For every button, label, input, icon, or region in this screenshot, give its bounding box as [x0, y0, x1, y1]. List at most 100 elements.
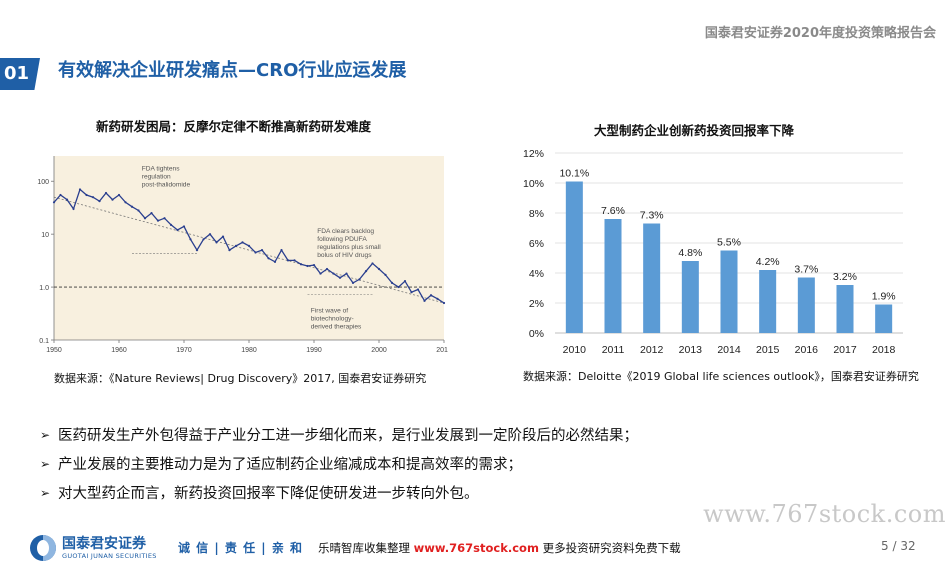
trend-line [53, 196, 445, 304]
data-point [254, 251, 257, 254]
data-point [345, 272, 348, 275]
y-tick-label: 10% [523, 178, 544, 190]
annotation-text: FDA tightens regulation post-thalidomide [142, 165, 191, 188]
data-point [104, 191, 108, 195]
current-page: 5 [881, 539, 889, 553]
y-tick-label: 2% [529, 298, 544, 310]
data-point [182, 225, 186, 228]
data-point [241, 241, 244, 244]
data-point [59, 193, 62, 197]
bullet-text: 医药研发生产外包得益于产业分工进一步细化而来，是行业发展到一定阶段后的必然结果； [58, 428, 638, 444]
bar [797, 277, 815, 333]
data-label: 5.5% [717, 237, 741, 249]
data-point [91, 196, 95, 199]
data-point [117, 193, 121, 197]
x-tick-label: 2010 [563, 344, 587, 356]
bar [836, 285, 854, 333]
data-point [98, 200, 101, 203]
data-point [267, 257, 270, 260]
promo-link[interactable]: www.767stock.com [413, 541, 539, 555]
bullet-list: ➢ 医药研发生产外包得益于产业分工进一步细化而来，是行业发展到一定阶段后的必然结… [40, 420, 638, 507]
y-tick-label: 0.1 [39, 338, 49, 345]
x-tick-label: 2016 [795, 344, 819, 356]
bar [643, 223, 661, 333]
bar [720, 250, 738, 333]
x-tick-label: 1970 [176, 347, 192, 354]
x-tick-label: 1950 [46, 347, 62, 354]
data-point [332, 272, 335, 275]
data-label: 1.9% [872, 291, 896, 303]
data-point [78, 188, 82, 191]
data-point [390, 281, 394, 284]
data-point [286, 259, 290, 262]
data-point [234, 244, 238, 248]
x-tick-label: 2010 [436, 347, 448, 354]
data-point [143, 217, 147, 220]
data-point [150, 212, 153, 215]
section-number-badge: 01 [0, 58, 40, 90]
data-point [247, 244, 251, 248]
data-point [416, 288, 420, 291]
data-point [124, 201, 127, 204]
data-point [293, 259, 296, 262]
roi-bar-chart: 0% 2% 4% 6% 8% 10% 12% 10.1% 2010 7.6% 2011 7.3% 201… [523, 148, 903, 356]
arrow-bullet-icon: ➢ [40, 456, 51, 471]
data-point [228, 248, 231, 252]
y-tick-label: 4% [529, 268, 544, 280]
data-point [111, 198, 114, 201]
logo-name-en: GUOTAI JUNAN SECURITIES [62, 552, 157, 560]
x-tick-label: 1960 [111, 347, 127, 354]
watermark: www.767stock.com [703, 500, 946, 528]
data-point [130, 205, 134, 208]
logo-name-cn: 国泰君安证券 [62, 536, 146, 552]
data-point [72, 207, 75, 211]
data-point [371, 262, 374, 265]
data-point [436, 297, 439, 300]
data-point [429, 294, 433, 297]
x-tick-label: 2013 [679, 344, 703, 356]
bar [759, 270, 777, 333]
data-point [442, 301, 446, 305]
x-tick-label: 1990 [306, 347, 322, 354]
arrow-bullet-icon: ➢ [40, 427, 51, 442]
data-point [52, 201, 56, 204]
promo-suffix: 更多投资研究资料免费下载 [538, 541, 681, 555]
data-point [423, 299, 426, 302]
data-point [410, 291, 413, 294]
bar [681, 261, 699, 333]
total-pages: / 32 [892, 539, 916, 553]
drug-rd-efficiency-chart: 100 10 1.0 0.1 1950 1960 1970 1980 1990 2000 2010 F… [37, 156, 448, 354]
x-tick-label: 2000 [371, 347, 387, 354]
data-point [169, 223, 173, 226]
data-point [280, 248, 283, 252]
data-point [338, 276, 342, 279]
data-point [176, 228, 179, 232]
y-tick-label: 0% [529, 328, 544, 340]
y-tick-label: 100 [37, 179, 49, 186]
data-point [397, 285, 400, 289]
data-point [65, 198, 69, 201]
bullet-item: ➢ 医药研发生产外包得益于产业分工进一步细化而来，是行业发展到一定阶段后的必然结… [40, 420, 638, 449]
data-label: 7.3% [640, 210, 664, 222]
data-point [273, 260, 277, 263]
data-point [163, 217, 166, 220]
data-point [364, 270, 368, 273]
data-point [299, 263, 303, 266]
arrow-bullet-icon: ➢ [40, 485, 51, 500]
y-tick-label: 1.0 [39, 285, 49, 292]
bullet-text: 产业发展的主要推动力是为了适应制药企业缩减成本和提高效率的需求； [58, 457, 522, 473]
data-label: 3.7% [794, 264, 818, 276]
promo-text: 乐晴智库收集整理 www.767stock.com 更多投资研究资料免费下载 [318, 540, 681, 556]
footer: 国泰君安证券 GUOTAI JUNAN SECURITIES 诚 信 | 责 任… [0, 528, 950, 574]
data-point [358, 278, 361, 281]
bullet-text: 对大型药企而言，新药投资回报率下降促使研发进一步转向外包。 [58, 486, 479, 502]
bullet-item: ➢ 对大型药企而言，新药投资回报率下降促使研发进一步转向外包。 [40, 478, 638, 507]
data-point [137, 209, 140, 212]
x-tick-label: 2017 [833, 344, 857, 356]
data-point [384, 273, 387, 276]
bar [604, 219, 622, 333]
y-tick-label: 12% [523, 148, 544, 160]
annotation-text: First wave of biotechnology-derived thera… [311, 308, 362, 331]
y-tick-label: 10 [41, 232, 49, 239]
data-label: 3.2% [833, 271, 857, 283]
